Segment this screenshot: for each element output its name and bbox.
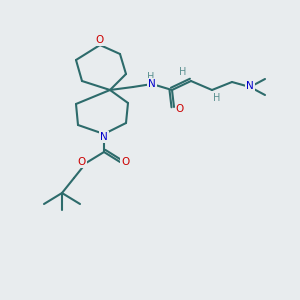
Text: H: H <box>213 93 221 103</box>
Text: N: N <box>246 81 254 91</box>
Text: N: N <box>148 79 156 89</box>
Text: O: O <box>78 157 86 167</box>
Text: O: O <box>176 104 184 114</box>
Text: O: O <box>121 157 129 167</box>
Text: H: H <box>147 72 155 82</box>
Text: H: H <box>179 67 187 77</box>
Text: N: N <box>100 132 108 142</box>
Text: O: O <box>96 35 104 45</box>
